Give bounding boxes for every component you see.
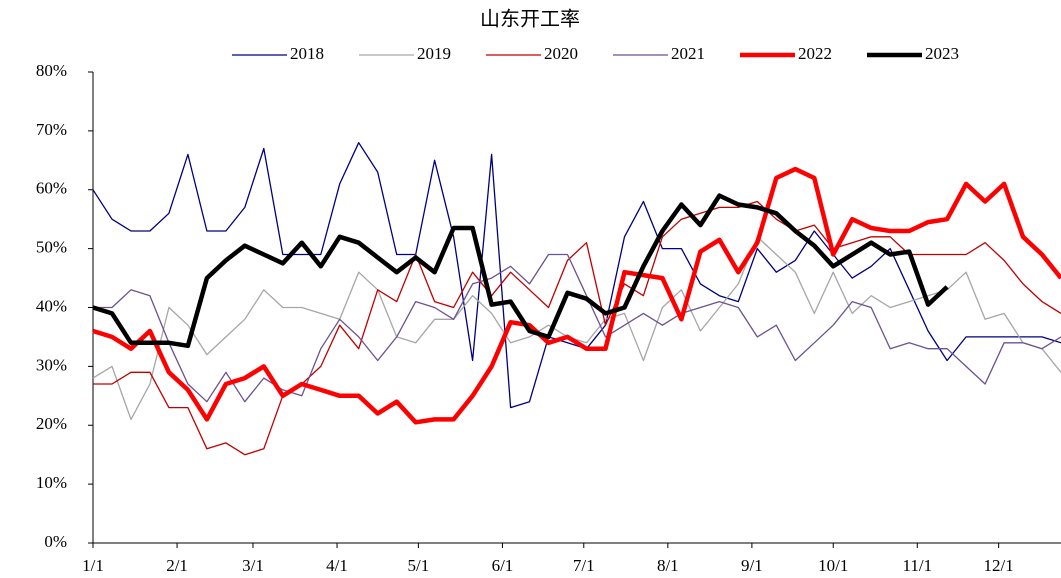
series-line — [93, 200, 1061, 456]
legend-label: 2021 — [671, 44, 705, 63]
y-tick-label: 20% — [36, 414, 67, 433]
legend-label: 2023 — [925, 44, 959, 63]
legend-label: 2022 — [798, 44, 832, 63]
y-tick-label: 50% — [36, 238, 67, 257]
y-tick-label: 60% — [36, 179, 67, 198]
y-tick-label: 40% — [36, 296, 67, 315]
y-tick-label: 30% — [36, 355, 67, 374]
x-tick-label: 10/1 — [818, 556, 848, 575]
legend-label: 2018 — [290, 44, 324, 63]
x-tick-label: 12/1 — [984, 556, 1014, 575]
x-tick-label: 3/1 — [242, 556, 264, 575]
x-tick-label: 5/1 — [408, 556, 430, 575]
series-line — [92, 236, 1061, 421]
x-tick-label: 8/1 — [657, 556, 679, 575]
legend-label: 2019 — [417, 44, 451, 63]
chart-title: 山东开工率 — [480, 7, 580, 31]
x-tick-label: 2/1 — [166, 556, 188, 575]
series-line — [92, 166, 1061, 425]
x-tick-label: 9/1 — [741, 556, 763, 575]
series-line — [92, 142, 1061, 409]
y-tick-label: 70% — [36, 120, 67, 139]
y-tick-label: 80% — [36, 61, 67, 80]
x-tick-label: 1/1 — [82, 556, 104, 575]
y-tick-label: 0% — [44, 532, 67, 551]
x-tick-label: 6/1 — [492, 556, 514, 575]
legend-label: 2020 — [544, 44, 578, 63]
series-line — [92, 193, 949, 349]
series-line — [93, 253, 1061, 403]
y-tick-label: 10% — [36, 473, 67, 492]
x-tick-label: 11/1 — [902, 556, 932, 575]
x-tick-label: 7/1 — [573, 556, 595, 575]
x-tick-label: 4/1 — [326, 556, 348, 575]
